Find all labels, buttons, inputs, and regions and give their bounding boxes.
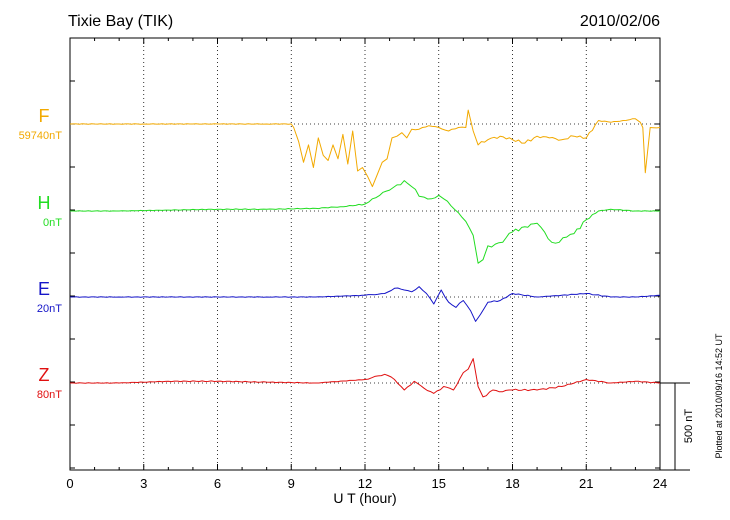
series-labels: F 59740nT H 0nT E 20nT Z 80nT: [19, 106, 63, 401]
x-tick-label: 12: [358, 476, 372, 491]
series-z-name: Z: [39, 365, 50, 385]
x-axis-label: U T (hour): [333, 490, 396, 506]
chart-title: Tixie Bay (TIK): [68, 13, 173, 30]
series-f-line: [69, 109, 661, 188]
chart-date: 2010/02/06: [580, 13, 660, 30]
grid-lines: [143, 38, 587, 470]
series-lines: [69, 109, 661, 398]
x-tick-label: 24: [653, 476, 667, 491]
x-axis-ticks: 0 3 6 9 12 15 18 21 24: [66, 38, 667, 491]
plotted-note: Plotted at 2010/09/16 14:52 UT: [714, 333, 724, 459]
series-f-offset: 59740nT: [19, 130, 63, 142]
series-f-name: F: [39, 106, 50, 126]
series-e-name: E: [38, 279, 50, 299]
series-h-offset: 0nT: [43, 217, 62, 229]
x-tick-label: 18: [505, 476, 519, 491]
series-e-offset: 20nT: [37, 303, 62, 315]
x-tick-label: 15: [432, 476, 446, 491]
series-h-line: [70, 180, 661, 264]
series-z-offset: 80nT: [37, 389, 62, 401]
scale-bar-label: 500 nT: [683, 409, 695, 444]
series-h-name: H: [38, 193, 51, 213]
x-tick-label: 0: [66, 476, 73, 491]
scale-bar: 500 nT: [660, 382, 695, 471]
x-tick-label: 9: [288, 476, 295, 491]
series-e-line: [70, 286, 661, 322]
x-tick-label: 21: [579, 476, 593, 491]
x-tick-label: 6: [214, 476, 221, 491]
x-tick-label: 3: [140, 476, 147, 491]
series-z-line: [69, 358, 661, 398]
